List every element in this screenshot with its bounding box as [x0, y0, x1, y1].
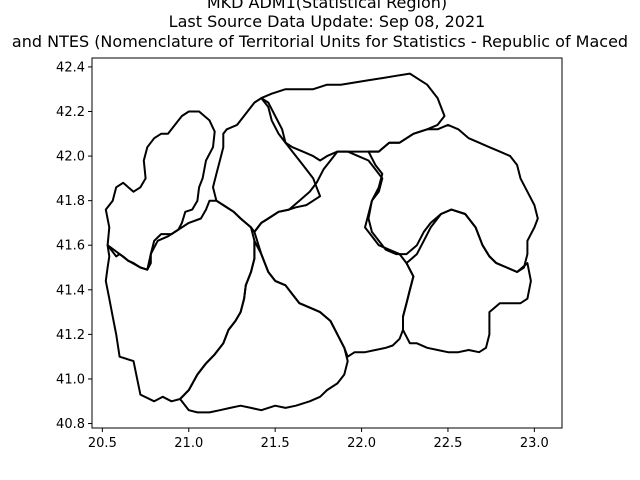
- regions-layer: [104, 72, 539, 414]
- region-boundary: [367, 123, 539, 273]
- x-tick-label: 21.0: [174, 436, 203, 451]
- x-tick-label: 23.0: [520, 436, 549, 451]
- y-tick-label: 41.0: [56, 372, 85, 387]
- y-tick-label: 42.2: [56, 105, 85, 120]
- y-tick-label: 41.8: [56, 194, 85, 209]
- y-tick-label: 41.2: [56, 328, 85, 343]
- axes-frame: [91, 57, 563, 429]
- y-tick-label: 41.6: [56, 239, 85, 254]
- region-boundary: [212, 97, 322, 233]
- region-boundary: [104, 110, 216, 271]
- title-line-2: Last Source Data Update: Sep 08, 2021: [169, 12, 486, 31]
- x-tick-label: 20.5: [88, 436, 117, 451]
- region-boundary: [179, 239, 349, 414]
- x-tick-label: 21.5: [261, 436, 290, 451]
- region-boundary: [104, 199, 256, 403]
- x-tick-label: 22.5: [433, 436, 462, 451]
- x-axis: 20.5 21.0 21.5 22.0 22.5 23.0: [88, 428, 549, 451]
- title-line-3: and NTES (Nomenclature of Territorial Un…: [12, 32, 628, 51]
- title-line-1: MKD ADM1(Statistical Region): [207, 0, 447, 12]
- y-tick-label: 40.8: [56, 417, 85, 432]
- y-tick-label: 42.0: [56, 150, 85, 165]
- region-boundary: [253, 150, 415, 358]
- y-tick-label: 41.4: [56, 283, 85, 298]
- x-tick-label: 22.0: [347, 436, 376, 451]
- region-boundary: [402, 208, 532, 354]
- y-tick-label: 42.4: [56, 60, 85, 75]
- y-axis: 40.8 41.0 41.2 41.4 41.6 41.8 42.0 42.2 42.4: [56, 60, 92, 432]
